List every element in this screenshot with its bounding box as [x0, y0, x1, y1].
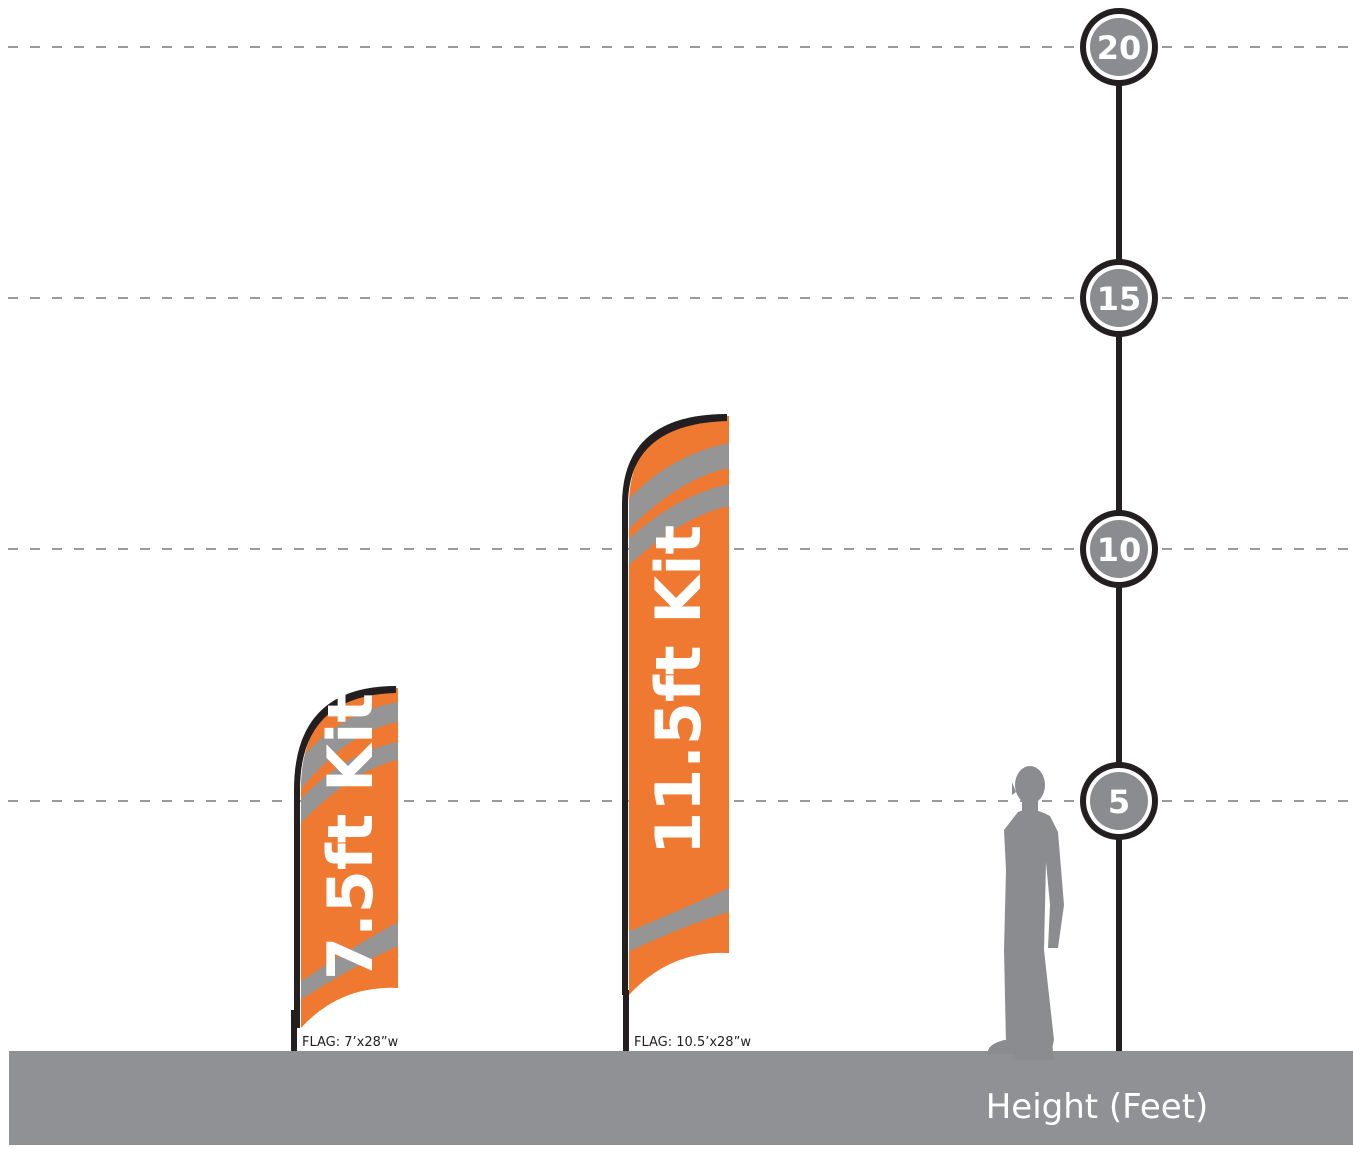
person-silhouette-icon — [987, 766, 1064, 1060]
flag-pole-curve — [622, 414, 727, 995]
ground-label: Height (Feet) — [986, 1087, 1209, 1127]
flag-title: 7.5ft Kit — [314, 693, 387, 980]
flag-caption: FLAG: 10.5’x28”w — [634, 1035, 751, 1050]
scale-marker-5: 5 — [1080, 762, 1158, 840]
scale-marker-label: 15 — [1097, 280, 1142, 318]
flag-11-5ft: 11.5ft Kit FLAG: 10.5’x28”w — [622, 414, 751, 1051]
scale-marker-15: 15 — [1080, 259, 1158, 337]
flag-pole — [291, 1010, 297, 1051]
scale-marker-10: 10 — [1080, 510, 1158, 588]
reference-lines — [8, 46, 1353, 802]
flag-title: 11.5ft Kit — [642, 525, 715, 855]
scale-marker-20: 20 — [1080, 8, 1158, 86]
ground-band — [9, 1051, 1353, 1145]
flag-caption: FLAG: 7’x28”w — [302, 1035, 399, 1050]
flag-7-5ft: 7.5ft Kit FLAG: 7’x28”w — [291, 686, 399, 1051]
scale-marker-label: 10 — [1097, 531, 1142, 569]
scale-marker-label: 20 — [1097, 29, 1142, 67]
flag-pole — [623, 990, 629, 1051]
scale-marker-label: 5 — [1108, 783, 1130, 821]
flag-fabric — [629, 416, 729, 995]
